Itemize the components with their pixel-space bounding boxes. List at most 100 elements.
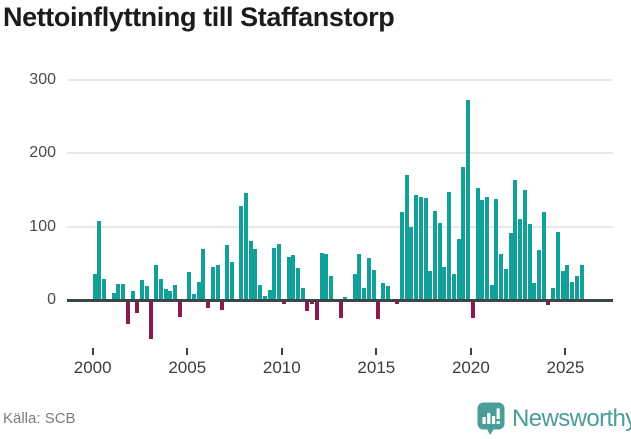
- bar-2014-Q4: [371, 269, 376, 300]
- bar-2010-Q1: [281, 300, 286, 304]
- bar-2009-Q4: [277, 244, 282, 300]
- bar-2009-Q3: [272, 247, 277, 300]
- bar-2016-Q2: [399, 211, 404, 300]
- newsworthy-badge-icon: [477, 402, 505, 435]
- bar-2021-Q3: [499, 253, 504, 300]
- bar-2003-Q3: [158, 278, 163, 300]
- bar-2024-Q1: [546, 300, 551, 306]
- bar-2001-Q4: [125, 300, 130, 324]
- bar-2018-Q2: [437, 222, 442, 300]
- newsworthy-logo[interactable]: Newsworthy: [477, 402, 631, 436]
- bar-2008-Q1: [243, 192, 248, 300]
- bar-2022-Q4: [522, 189, 527, 300]
- bar-2020-Q1: [470, 300, 475, 319]
- page-title: Nettoinflyttning till Staffanstorp: [3, 2, 395, 32]
- bar-2009-Q2: [267, 289, 272, 300]
- bar-2018-Q3: [442, 266, 447, 300]
- x-axis-tick-2000: [91, 348, 94, 355]
- x-axis-tick-2025: [564, 348, 567, 355]
- y-axis-label-200: 200: [29, 144, 56, 161]
- x-axis-label-2015: 2015: [357, 358, 396, 377]
- bar-2022-Q3: [518, 219, 523, 300]
- bar-2013-Q4: [352, 274, 357, 300]
- bar-2000-Q3: [102, 278, 107, 300]
- bar-2002-Q3: [139, 280, 144, 300]
- bar-2003-Q1: [149, 300, 154, 339]
- bar-2021-Q4: [503, 269, 508, 300]
- bar-2017-Q1: [414, 194, 419, 300]
- bar-2019-Q4: [466, 100, 471, 300]
- bar-2015-Q3: [385, 286, 390, 300]
- x-axis-tick-2005: [186, 348, 189, 355]
- bar-2021-Q2: [494, 198, 499, 300]
- bar-2024-Q3: [555, 231, 560, 300]
- gridline-100: [67, 225, 613, 228]
- bar-2004-Q2: [173, 285, 178, 300]
- bar-2007-Q4: [239, 205, 244, 300]
- bar-2012-Q3: [329, 275, 334, 300]
- bar-2016-Q3: [404, 175, 409, 300]
- bar-2009-Q1: [262, 296, 267, 300]
- bar-2003-Q4: [163, 288, 168, 300]
- bar-2019-Q1: [451, 273, 456, 300]
- bar-2008-Q2: [248, 241, 253, 300]
- bar-2022-Q1: [508, 233, 513, 300]
- bar-2000-Q2: [97, 220, 102, 300]
- bar-2018-Q1: [433, 211, 438, 300]
- bar-2016-Q4: [409, 226, 414, 300]
- x-axis-tick-2020: [469, 348, 472, 355]
- bar-2003-Q2: [154, 264, 159, 300]
- bar-2005-Q4: [201, 248, 206, 300]
- y-axis-label-300: 300: [29, 70, 56, 88]
- x-axis-label-2010: 2010: [262, 358, 301, 377]
- bar-2023-Q3: [537, 250, 542, 300]
- bar-2020-Q3: [480, 200, 485, 300]
- bar-2017-Q3: [423, 197, 428, 300]
- x-axis-label-2005: 2005: [168, 358, 207, 377]
- bar-2024-Q2: [551, 288, 556, 300]
- newsworthy-wordmark: Newsworthy: [512, 405, 631, 432]
- bar-2019-Q2: [456, 238, 461, 300]
- bar-2023-Q1: [527, 224, 532, 300]
- bar-2008-Q4: [258, 285, 263, 300]
- bar-2006-Q4: [220, 300, 225, 311]
- bar-2018-Q4: [447, 191, 452, 300]
- x-axis-tick-2010: [280, 348, 283, 355]
- bar-2025-Q2: [570, 282, 575, 300]
- bar-2010-Q4: [295, 267, 300, 300]
- bar-2004-Q1: [168, 291, 173, 300]
- bar-2007-Q1: [225, 244, 230, 300]
- bar-2012-Q2: [324, 254, 329, 300]
- bar-2011-Q4: [314, 300, 319, 320]
- bar-2011-Q3: [310, 300, 315, 304]
- x-axis-label-2000: 2000: [73, 358, 112, 377]
- bar-2014-Q1: [357, 254, 362, 300]
- bar-2005-Q1: [187, 272, 192, 300]
- bar-2024-Q4: [560, 270, 565, 300]
- bar-2023-Q4: [541, 211, 546, 300]
- bar-2019-Q3: [461, 166, 466, 300]
- bar-2011-Q2: [305, 300, 310, 312]
- x-axis-tick-2015: [375, 348, 378, 355]
- bar-2002-Q2: [135, 300, 140, 314]
- bar-2001-Q3: [121, 283, 126, 300]
- gridline-300: [67, 78, 613, 81]
- bar-2002-Q1: [130, 291, 135, 300]
- bar-2010-Q3: [291, 255, 296, 300]
- bar-2010-Q2: [286, 257, 291, 300]
- bar-2013-Q1: [338, 300, 343, 319]
- bar-2025-Q3: [574, 276, 579, 300]
- bar-2001-Q1: [111, 292, 116, 300]
- bar-2014-Q3: [366, 258, 371, 300]
- bar-2004-Q3: [177, 300, 182, 317]
- bar-2023-Q2: [532, 283, 537, 300]
- bar-2008-Q3: [253, 248, 258, 300]
- bar-2015-Q1: [376, 300, 381, 320]
- bar-2011-Q1: [300, 288, 305, 300]
- bar-2017-Q4: [428, 271, 433, 300]
- y-axis-label-0: 0: [47, 291, 56, 308]
- bar-2007-Q2: [229, 261, 234, 300]
- bar-2002-Q4: [144, 286, 149, 300]
- bar-2006-Q1: [206, 300, 211, 309]
- bar-2020-Q4: [485, 197, 490, 300]
